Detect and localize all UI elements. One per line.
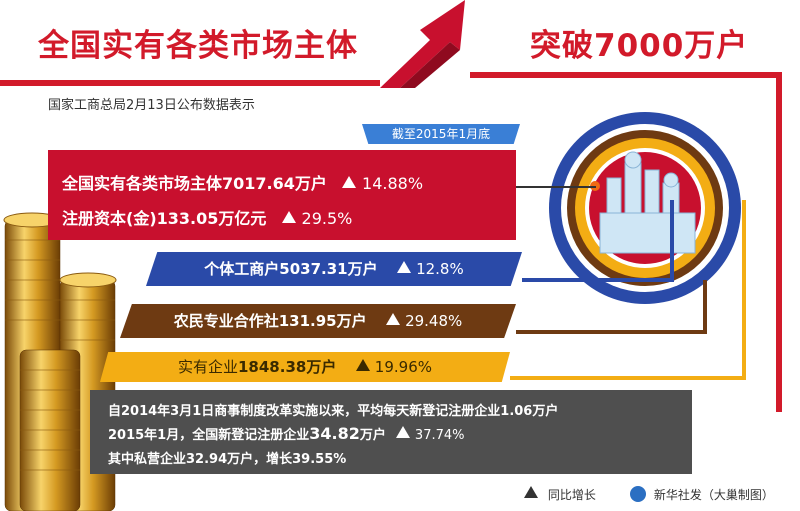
- date-tag-text: 截至2015年1月底: [391, 127, 491, 141]
- enterprise-label: 实有企业: [177, 358, 238, 376]
- frame-right: [776, 72, 782, 412]
- growth-triangle-icon: [524, 486, 538, 498]
- city-circle-illustration: [549, 112, 741, 304]
- growth-triangle-icon: [396, 426, 411, 438]
- date-tag: 截至2015年1月底: [362, 124, 520, 144]
- connector-line: [516, 186, 596, 188]
- banner-individual: 个体工商户5037.31万户 12.8%: [146, 252, 522, 286]
- notes-line-1: 自2014年3月1日商事制度改革实施以来，平均每天新登记注册企业1.06万户: [108, 404, 559, 419]
- frame-vline-blue: [670, 200, 674, 282]
- individual-growth: 12.8%: [416, 260, 464, 278]
- notes-line-2-prefix: 2015年1月，全国新登记注册企业: [108, 428, 310, 443]
- banner-enterprise: 实有企业1848.38万户 19.96%: [100, 352, 510, 382]
- frame-top-left: [0, 80, 380, 86]
- legend: 同比增长: [524, 486, 596, 503]
- capital-growth: 29.5%: [301, 209, 353, 228]
- frame-line-yellow: [510, 376, 746, 380]
- frame-line-blue: [522, 278, 672, 282]
- frame-vline-yellow: [742, 200, 746, 380]
- growth-triangle-icon: [355, 359, 370, 371]
- coop-growth: 29.48%: [405, 312, 463, 330]
- growth-triangle-icon: [385, 313, 400, 325]
- notes-line-2-unit: 万户: [359, 428, 386, 443]
- banner-market: 全国实有各类市场主体7017.64万户 14.88% 注册资本(金)133.05…: [48, 150, 516, 240]
- xinhua-logo-icon: [630, 486, 646, 502]
- notes-line-2-value: 34.82: [309, 424, 360, 443]
- notes-line-3: 其中私营企业32.94万户，增长39.55%: [108, 452, 347, 467]
- enterprise-growth: 19.96%: [374, 358, 432, 376]
- growth-triangle-icon: [281, 211, 296, 223]
- frame-line-brown: [516, 330, 706, 334]
- individual-label: 个体工商户5037.31万户: [204, 260, 378, 278]
- title-right: 突破7000万户: [530, 28, 749, 64]
- frame-top-right: [470, 72, 780, 78]
- frame-vline-brown: [703, 280, 707, 334]
- up-arrow-icon: [380, 0, 465, 88]
- banner-coop: 农民专业合作社131.95万户 29.48%: [120, 304, 516, 338]
- subtitle: 国家工商总局2月13日公布数据表示: [48, 98, 255, 113]
- credit-text: 新华社发（大巢制图）: [653, 488, 774, 502]
- credit: 新华社发（大巢制图）: [630, 486, 774, 503]
- enterprise-value: 1848.38万户: [238, 358, 337, 376]
- growth-triangle-icon: [396, 261, 411, 273]
- legend-label: 同比增长: [547, 488, 596, 502]
- notes-line-2-growth: 37.74%: [414, 428, 465, 443]
- title-left: 全国实有各类市场主体: [38, 28, 358, 64]
- notes-box: 自2014年3月1日商事制度改革实施以来，平均每天新登记注册企业1.06万户 2…: [90, 390, 692, 474]
- market-growth: 14.88%: [362, 174, 424, 193]
- market-label: 全国实有各类市场主体7017.64万户: [62, 174, 327, 193]
- capital-label: 注册资本(金)133.05万亿元: [62, 209, 267, 228]
- growth-triangle-icon: [342, 176, 357, 188]
- coop-label: 农民专业合作社131.95万户: [173, 312, 367, 330]
